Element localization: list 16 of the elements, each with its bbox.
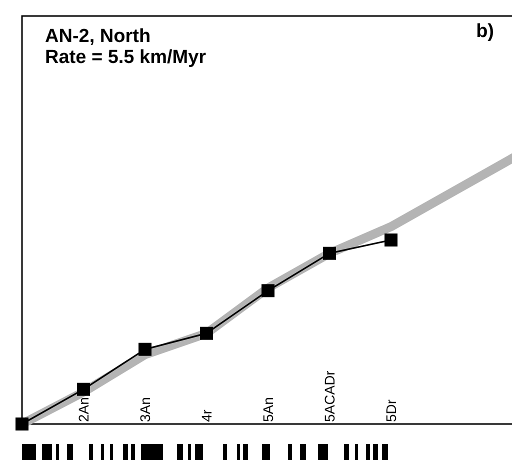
x-tick-label: 3An [137, 397, 153, 422]
point [262, 284, 274, 298]
x-tick-label: 5An [260, 397, 276, 422]
point [16, 418, 28, 430]
x-tick-label: 5Dr [383, 399, 399, 422]
point [200, 326, 213, 340]
point [77, 382, 90, 396]
point [384, 234, 398, 246]
point [138, 342, 152, 356]
x-tick-label: 2An [76, 397, 92, 422]
x-tick-label: 5ACADr [322, 370, 338, 422]
x-tick-label: 4r [198, 409, 214, 422]
chart-title: AN-2, North [45, 26, 151, 47]
point [323, 246, 336, 260]
text: b) [476, 21, 494, 42]
chart-subtitle: Rate = 5.5 km/Myr [45, 47, 207, 68]
